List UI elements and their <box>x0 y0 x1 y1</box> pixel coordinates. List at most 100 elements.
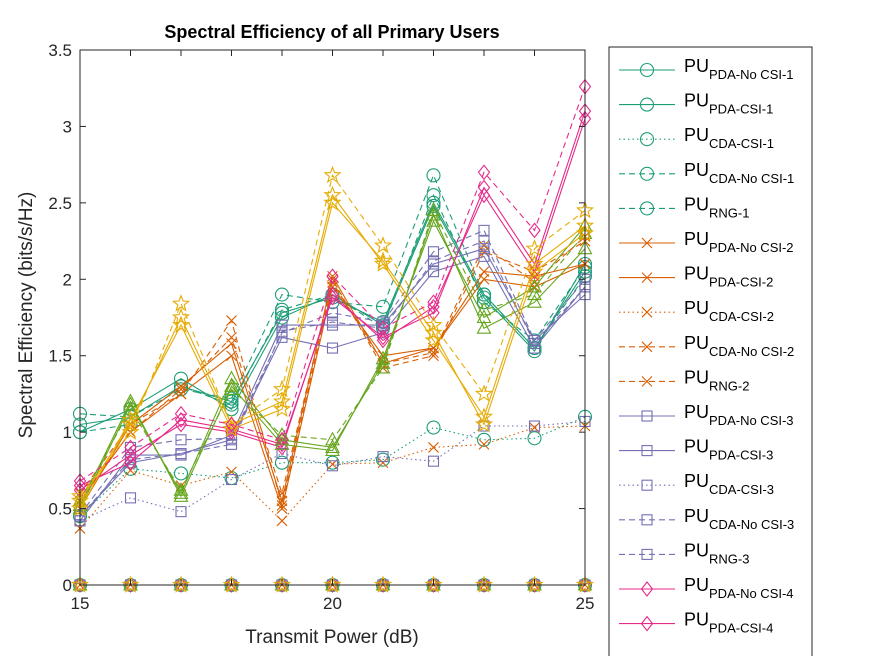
legend-item: PUPDA-CSI-4 <box>619 610 773 636</box>
y-tick-label: 2 <box>63 270 72 289</box>
data-point <box>276 500 288 511</box>
legend-item: PUPDA-No CSI-1 <box>619 56 794 82</box>
data-point <box>175 447 187 460</box>
data-point <box>375 452 391 467</box>
x-tick-label: 20 <box>323 594 342 613</box>
data-point <box>325 431 340 446</box>
legend: PUPDA-No CSI-1 PUPDA-CSI-1 PUCDA-CSI-1 PUCD… <box>608 46 813 656</box>
data-point <box>325 455 340 470</box>
legend-label: PURNG-2 <box>684 367 749 393</box>
data-point <box>375 350 391 365</box>
data-point <box>527 294 542 308</box>
data-point <box>225 473 238 486</box>
zero-marker <box>224 576 239 591</box>
chart-title: Spectral Efficiency of all Primary Users <box>164 22 499 42</box>
zero-marker <box>123 576 138 591</box>
legend-label: PUCDA-CSI-2 <box>684 298 774 324</box>
data-point <box>276 447 288 460</box>
legend-swatch-marker <box>639 132 655 147</box>
data-point <box>477 164 491 181</box>
data-point <box>427 294 440 311</box>
data-point <box>528 337 541 350</box>
data-point <box>274 455 290 470</box>
data-point <box>428 442 439 453</box>
series-line <box>79 173 586 418</box>
data-point <box>173 488 189 502</box>
zero-marker <box>525 575 544 593</box>
data-point <box>123 393 138 408</box>
data-point <box>327 273 338 285</box>
data-point <box>375 299 391 314</box>
zero-marker <box>274 576 290 591</box>
series-line <box>79 110 586 487</box>
data-point <box>175 434 187 446</box>
legend-item: PUPDA-No CSI-3 <box>619 402 794 428</box>
series-line <box>79 240 586 517</box>
data-point <box>124 492 137 504</box>
data-point <box>424 323 443 341</box>
series-line <box>79 173 586 497</box>
data-point <box>272 399 292 417</box>
data-point <box>476 287 492 302</box>
series-line <box>79 240 586 502</box>
data-point <box>224 378 239 392</box>
zero-marker <box>426 576 441 591</box>
zero-marker <box>222 575 241 593</box>
zero-marker <box>527 576 542 591</box>
legend-swatch-marker <box>641 341 653 353</box>
legend-item: PURNG-3 <box>619 540 749 566</box>
data-point <box>424 315 443 333</box>
data-point <box>274 305 290 320</box>
zero-marker <box>577 576 593 591</box>
legend-label: PURNG-3 <box>684 540 749 566</box>
data-point <box>427 305 440 321</box>
legend-item: PUCDA-CSI-2 <box>619 298 774 324</box>
data-point <box>476 309 492 324</box>
legend-swatch-marker <box>639 62 655 78</box>
data-point <box>225 432 238 444</box>
legend-swatch-marker <box>641 548 653 560</box>
legend-swatch-marker <box>641 410 653 422</box>
data-point <box>426 188 441 203</box>
legend-item: PUCDA-No CSI-1 <box>619 160 794 186</box>
data-point <box>528 222 541 239</box>
zero-marker <box>72 576 88 591</box>
data-point <box>525 254 544 272</box>
data-point <box>377 451 389 463</box>
series-line <box>79 219 586 506</box>
legend-label: PUPDA-CSI-2 <box>684 264 773 290</box>
data-point <box>373 251 393 269</box>
legend-swatch-marker <box>641 445 653 457</box>
y-tick-label: 1 <box>63 423 72 442</box>
data-point <box>274 302 290 317</box>
data-point <box>326 286 339 303</box>
zero-marker <box>424 575 443 593</box>
data-point <box>276 319 288 331</box>
data-point <box>173 466 189 481</box>
legend-swatch-marker <box>639 97 655 112</box>
data-point <box>222 419 241 437</box>
data-point <box>272 392 292 410</box>
data-point <box>224 397 239 412</box>
legend-label: PUPDA-No CSI-4 <box>684 575 794 601</box>
data-point <box>276 325 288 337</box>
data-point <box>426 420 441 435</box>
data-point <box>173 371 189 386</box>
data-point <box>124 454 137 471</box>
legend-label: PUPDA-CSI-3 <box>684 437 773 463</box>
y-tick-label: 2.5 <box>48 194 72 213</box>
data-point <box>525 262 544 280</box>
x-axis-label: Transmit Power (dB) <box>245 627 419 648</box>
data-point <box>528 420 541 432</box>
data-point <box>376 329 390 346</box>
data-point <box>373 254 393 272</box>
series-line <box>79 425 586 529</box>
axes: 0 0.5 1 1.5 2 2.5 3 3.5 15 20 25 <box>48 41 594 613</box>
series-line <box>79 255 586 517</box>
zero-marker <box>476 576 492 591</box>
legend-label: PUPDA-CSI-4 <box>684 610 773 636</box>
legend-label: PUPDA-No CSI-1 <box>684 56 794 82</box>
series-line <box>79 201 586 509</box>
data-point <box>326 289 339 306</box>
